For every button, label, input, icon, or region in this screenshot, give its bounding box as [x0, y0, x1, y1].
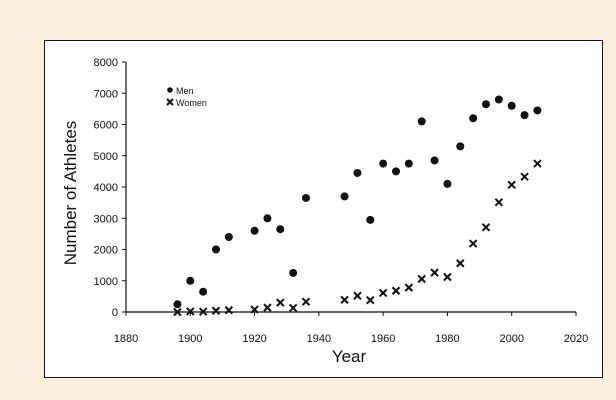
x-tick-label: 1920 — [242, 333, 266, 345]
women-point — [250, 305, 259, 314]
women-point — [481, 223, 491, 232]
men-point — [340, 192, 349, 201]
women-point — [456, 259, 465, 268]
women-point — [353, 291, 362, 300]
men-point — [417, 117, 426, 126]
women-point — [468, 239, 478, 248]
women-point — [301, 297, 311, 306]
y-tick-label: 4000 — [94, 182, 118, 194]
men-point — [430, 156, 439, 165]
x-tick-label: 1980 — [435, 333, 459, 345]
x-tick-label: 1880 — [114, 333, 138, 345]
legend-women-marker — [166, 98, 174, 106]
x-tick-label: 1900 — [178, 333, 202, 345]
men-point — [379, 159, 388, 168]
women-point — [288, 303, 298, 313]
men-point — [173, 300, 182, 309]
women-point — [340, 295, 349, 305]
y-tick-label: 6000 — [94, 120, 118, 132]
men-point — [289, 268, 298, 277]
women-point — [520, 172, 529, 181]
women-point — [494, 198, 504, 207]
women-point — [198, 307, 208, 316]
men-point — [366, 215, 375, 224]
women-point — [211, 306, 221, 315]
men-point — [263, 214, 272, 223]
x-tick-label: 1940 — [307, 333, 331, 345]
men-point — [494, 95, 503, 104]
men-point — [482, 100, 490, 109]
legend-women-label: Women — [176, 98, 207, 108]
women-point — [173, 307, 182, 317]
x-tick-label: 2000 — [499, 333, 523, 345]
x-tick-label: 1960 — [371, 333, 395, 345]
legend-men-marker — [167, 87, 173, 93]
men-point — [276, 225, 285, 234]
women-point — [404, 283, 414, 292]
men-point — [186, 276, 195, 285]
women-point — [276, 298, 285, 307]
legend: Men Women — [166, 86, 207, 108]
data-points — [173, 95, 542, 317]
women-point — [378, 288, 388, 298]
men-point — [199, 287, 208, 296]
men-point — [392, 167, 400, 176]
legend-men-label: Men — [176, 86, 194, 96]
men-point — [250, 226, 259, 235]
y-tick-label: 3000 — [94, 213, 118, 225]
men-point — [353, 168, 362, 177]
men-point — [404, 159, 413, 168]
women-point — [443, 272, 452, 282]
women-point — [391, 286, 401, 295]
men-point — [520, 111, 529, 120]
chart-frame — [44, 40, 603, 378]
tick-labels: 0 1000 2000 3000 4000 5000 6000 7000 8000 1880 190… — [94, 57, 589, 345]
men-point — [507, 101, 516, 110]
men-point — [224, 233, 233, 241]
men-point — [212, 245, 220, 254]
x-tick-label: 2020 — [564, 333, 588, 345]
women-point — [533, 159, 542, 168]
y-tick-label: 2000 — [94, 245, 118, 257]
x-axis-title: Year — [332, 347, 367, 366]
women-point — [186, 307, 195, 316]
women-point — [430, 268, 439, 277]
men-point — [443, 179, 452, 188]
y-tick-label: 5000 — [94, 151, 118, 163]
men-point — [533, 106, 542, 115]
men-point — [302, 193, 310, 202]
men-point — [456, 142, 465, 151]
y-axis-title: Number of Athletes — [61, 121, 80, 266]
women-point — [366, 295, 375, 305]
y-tick-label: 7000 — [94, 88, 118, 100]
women-point — [417, 274, 426, 284]
women-point — [224, 305, 234, 315]
men-point — [469, 114, 478, 123]
women-point — [263, 303, 272, 312]
y-tick-label: 1000 — [94, 276, 118, 288]
y-tick-label: 8000 — [94, 57, 118, 69]
legend-x-glyph — [166, 98, 174, 106]
y-tick-label: 0 — [112, 307, 118, 319]
women-point — [507, 180, 516, 190]
